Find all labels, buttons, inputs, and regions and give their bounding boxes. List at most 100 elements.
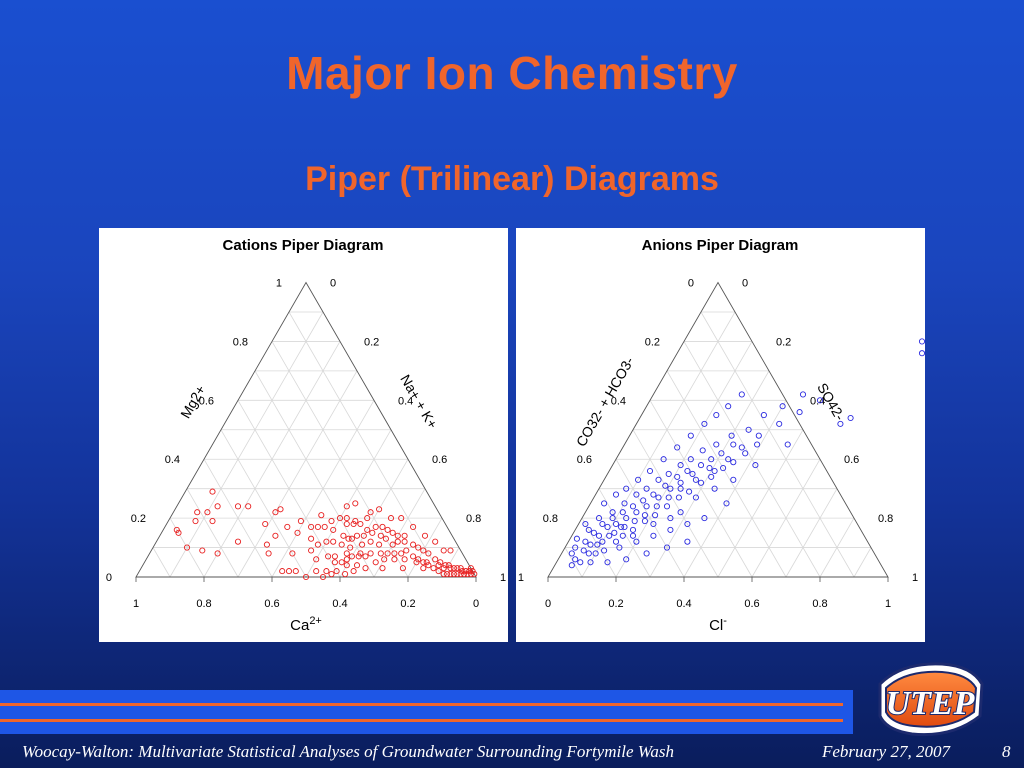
grid-line bbox=[186, 488, 239, 578]
data-point bbox=[612, 520, 620, 528]
data-point bbox=[333, 568, 340, 575]
data-point bbox=[585, 526, 592, 533]
data-point bbox=[430, 565, 437, 572]
right-tick-label: 0.4 bbox=[398, 395, 413, 407]
data-point bbox=[384, 526, 391, 533]
data-point bbox=[621, 500, 628, 507]
data-point bbox=[738, 391, 745, 398]
data-point bbox=[713, 441, 720, 448]
data-point bbox=[350, 568, 357, 575]
data-point bbox=[686, 488, 693, 495]
data-point bbox=[730, 476, 737, 483]
data-point bbox=[665, 470, 672, 477]
data-point bbox=[684, 538, 691, 545]
data-point bbox=[601, 500, 608, 507]
data-point bbox=[425, 550, 432, 557]
data-point bbox=[752, 462, 759, 469]
data-point bbox=[389, 541, 396, 548]
cations-piper-chart: Cations Piper Diagram 1 0.8 0.6 0.4 0.2 0 0 0.2 0… bbox=[106, 237, 506, 634]
grid-line bbox=[373, 488, 426, 578]
data-point bbox=[279, 568, 286, 575]
data-point bbox=[619, 509, 626, 516]
data-point bbox=[585, 550, 592, 557]
data-point bbox=[459, 568, 466, 575]
grid-line bbox=[237, 370, 358, 578]
bottom-tick-label: 1 bbox=[885, 598, 891, 610]
data-point bbox=[718, 450, 725, 457]
data-point bbox=[697, 462, 705, 469]
left-tick-label: 0.4 bbox=[611, 395, 626, 407]
data-point bbox=[837, 420, 844, 427]
data-point bbox=[667, 485, 674, 492]
data-point bbox=[595, 532, 603, 539]
grid-line bbox=[169, 311, 324, 578]
data-point bbox=[442, 562, 449, 569]
data-point bbox=[590, 529, 597, 536]
data-point bbox=[421, 532, 429, 539]
data-point bbox=[796, 409, 803, 416]
data-point bbox=[297, 518, 304, 525]
data-point bbox=[464, 571, 471, 578]
data-point bbox=[623, 556, 630, 563]
data-point bbox=[643, 485, 650, 492]
data-point bbox=[847, 414, 854, 422]
right-tick-label: 0.8 bbox=[466, 513, 481, 525]
data-point bbox=[663, 503, 671, 510]
footer-text: Woocay-Walton: Multivariate Statistical … bbox=[22, 742, 674, 761]
data-point bbox=[357, 550, 364, 557]
data-point bbox=[183, 544, 191, 551]
data-point bbox=[568, 562, 575, 569]
left-tick-label: 0 bbox=[688, 278, 694, 290]
bottom-tick-label: 0.6 bbox=[744, 598, 759, 610]
data-point bbox=[754, 441, 761, 448]
data-point bbox=[742, 450, 749, 457]
data-point bbox=[353, 532, 361, 539]
triangle-outline bbox=[547, 281, 889, 578]
utep-logo-text: UTEP bbox=[886, 685, 975, 722]
data-point bbox=[435, 562, 442, 569]
left-tick-label: 0.8 bbox=[233, 336, 248, 348]
data-point bbox=[572, 556, 579, 563]
slide-title: Major Ion Chemistry bbox=[286, 47, 738, 99]
bottom-tick-label: 0.6 bbox=[264, 598, 279, 610]
data-point bbox=[779, 403, 786, 410]
data-point bbox=[604, 523, 611, 530]
data-point bbox=[606, 532, 613, 539]
data-point bbox=[343, 562, 350, 569]
grid-line bbox=[581, 311, 736, 578]
data-point bbox=[701, 420, 708, 427]
grid-line bbox=[271, 341, 409, 578]
data-point bbox=[413, 559, 420, 566]
data-point bbox=[633, 538, 640, 545]
grid-line bbox=[683, 341, 821, 578]
data-point bbox=[692, 476, 699, 483]
right-tick-label: 0.2 bbox=[364, 336, 379, 348]
data-point bbox=[776, 420, 783, 427]
data-point bbox=[595, 515, 603, 522]
data-point bbox=[401, 532, 408, 539]
data-point bbox=[594, 541, 601, 548]
data-point bbox=[391, 556, 398, 563]
triangle-outline bbox=[135, 281, 477, 578]
data-point bbox=[328, 518, 335, 525]
anions-piper-chart: Anions Piper Diagram 0 0.2 0.4 0.6 0.8 1 1 0.8 0.… bbox=[518, 237, 925, 634]
data-point bbox=[454, 565, 461, 572]
data-point bbox=[410, 541, 417, 548]
data-point bbox=[457, 565, 464, 572]
data-point bbox=[587, 559, 594, 566]
data-point bbox=[353, 562, 361, 569]
data-point bbox=[592, 550, 599, 557]
data-point bbox=[425, 562, 432, 569]
grid-line bbox=[237, 400, 341, 578]
left-tick-label: 0.6 bbox=[199, 395, 214, 407]
data-point bbox=[582, 538, 589, 545]
data-point bbox=[444, 571, 451, 578]
data-point bbox=[352, 518, 359, 525]
right-tick-label: 0.2 bbox=[776, 336, 791, 348]
data-point bbox=[343, 556, 350, 563]
data-point bbox=[347, 544, 354, 551]
bottom-axis-title: Cl- bbox=[709, 615, 727, 634]
data-point bbox=[350, 520, 357, 528]
data-point bbox=[330, 526, 337, 533]
bottom-tick-label: 0 bbox=[473, 598, 479, 610]
